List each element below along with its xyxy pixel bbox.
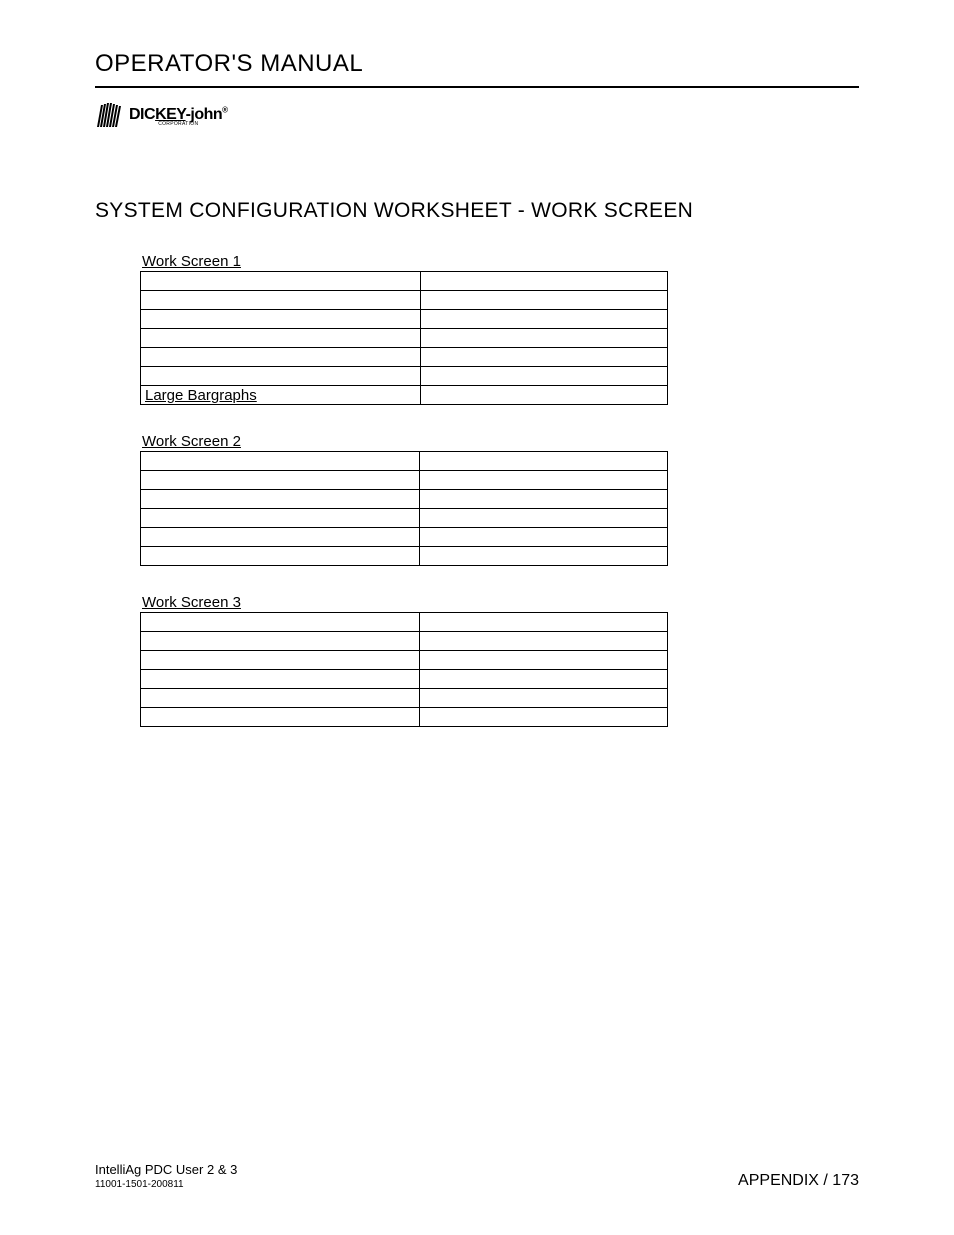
table-cell	[141, 670, 420, 689]
table-cell	[141, 689, 420, 708]
worksheet-table: Large Bargraphs	[140, 271, 668, 405]
table-row	[141, 708, 668, 727]
table-cell	[420, 367, 667, 386]
worksheet-table-container: Work Screen 2	[140, 433, 859, 566]
table-row	[141, 689, 668, 708]
table-cell	[141, 651, 420, 670]
table-cell	[141, 310, 421, 329]
header-divider	[95, 86, 859, 88]
table-row	[141, 471, 668, 490]
table-cell	[420, 291, 667, 310]
table-row	[141, 547, 668, 566]
table-cell	[141, 291, 421, 310]
table-row	[141, 272, 668, 291]
worksheet-table	[140, 612, 668, 727]
table-cell	[420, 490, 668, 509]
footer-left: IntelliAg PDC User 2 & 3 11001-1501-2008…	[95, 1162, 237, 1190]
table-cell	[420, 651, 668, 670]
table-cell	[420, 452, 668, 471]
table-cell	[420, 708, 668, 727]
table-row	[141, 291, 668, 310]
table-caption: Work Screen 1	[140, 253, 859, 270]
table-row	[141, 632, 668, 651]
table-cell	[420, 310, 667, 329]
table-row: Large Bargraphs	[141, 386, 668, 405]
table-row	[141, 528, 668, 547]
table-cell	[420, 509, 668, 528]
table-row	[141, 651, 668, 670]
table-cell	[141, 348, 421, 367]
table-cell	[420, 272, 667, 291]
table-row	[141, 670, 668, 689]
table-cell	[141, 452, 420, 471]
page-header-title: OPERATOR'S MANUAL	[95, 50, 859, 78]
table-cell	[141, 471, 420, 490]
table-caption: Work Screen 2	[140, 433, 859, 450]
footer-product: IntelliAg PDC User 2 & 3	[95, 1162, 237, 1177]
table-cell	[420, 670, 668, 689]
table-cell	[420, 547, 668, 566]
table-cell	[141, 329, 421, 348]
table-cell	[141, 509, 420, 528]
table-cell: Large Bargraphs	[141, 386, 421, 405]
footer-section: APPENDIX / 173	[738, 1172, 859, 1190]
table-cell	[420, 348, 667, 367]
table-cell	[420, 471, 668, 490]
table-cell	[141, 632, 420, 651]
table-row	[141, 310, 668, 329]
logo-text-wrapper: DICKEY-john® CORPORATION	[129, 105, 228, 126]
worksheet-table-container: Work Screen 1 Large Bargraphs	[140, 253, 859, 405]
cell-text: Large Bargraphs	[145, 387, 257, 404]
table-row	[141, 367, 668, 386]
table-row	[141, 490, 668, 509]
logo-icon	[95, 103, 123, 129]
table-row	[141, 613, 668, 632]
table-caption: Work Screen 3	[140, 594, 859, 611]
table-cell	[141, 528, 420, 547]
brand-logo: DICKEY-john® CORPORATION	[95, 103, 859, 129]
table-cell	[141, 708, 420, 727]
page-footer: IntelliAg PDC User 2 & 3 11001-1501-2008…	[95, 1162, 859, 1190]
table-cell	[420, 386, 667, 405]
table-cell	[141, 272, 421, 291]
table-cell	[420, 689, 668, 708]
table-cell	[141, 367, 421, 386]
table-cell	[141, 547, 420, 566]
worksheet-table-container: Work Screen 3	[140, 594, 859, 727]
table-cell	[420, 613, 668, 632]
table-cell	[420, 329, 667, 348]
table-row	[141, 329, 668, 348]
footer-document-number: 11001-1501-200811	[95, 1179, 237, 1190]
table-cell	[420, 632, 668, 651]
table-cell	[141, 490, 420, 509]
table-cell	[141, 613, 420, 632]
table-cell	[420, 528, 668, 547]
table-row	[141, 509, 668, 528]
worksheet-table	[140, 451, 668, 566]
section-title: SYSTEM CONFIGURATION WORKSHEET - WORK SC…	[95, 199, 859, 223]
table-row	[141, 452, 668, 471]
table-row	[141, 348, 668, 367]
